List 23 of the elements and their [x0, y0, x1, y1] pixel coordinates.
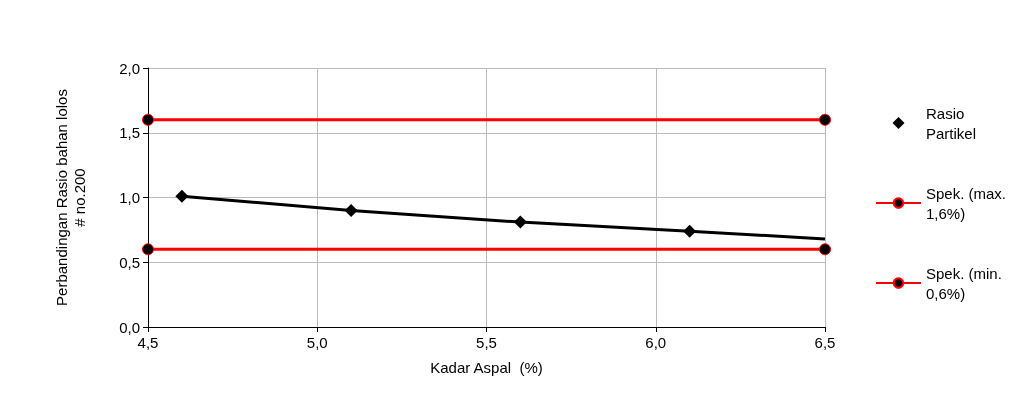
y-tick-label: 1,5 [119, 124, 140, 142]
y-axis-title: Perbandingan Rasio bahan lolos # no.200 [52, 89, 88, 306]
point [819, 243, 831, 256]
point [142, 113, 154, 126]
x-tick-label: 4,5 [137, 334, 159, 351]
point [513, 215, 527, 229]
y-tick-label: 0,0 [119, 318, 140, 336]
point [142, 243, 154, 256]
x-tick-label: 5,0 [306, 334, 328, 351]
y-tick-label: 0,5 [119, 253, 140, 271]
y-tick-label: 2,0 [119, 59, 140, 77]
y-tick-label: 1,0 [119, 189, 140, 206]
x-axis-title: Kadar Aspal (%) [430, 359, 543, 376]
point [819, 113, 831, 126]
point [175, 189, 189, 203]
legend-label: Spek. (max. 1,6%) [926, 184, 1011, 222]
legend-label: Spek. (min. 0,6%) [926, 264, 1007, 302]
x-tick-label: 6,0 [645, 334, 667, 351]
point [683, 224, 697, 238]
legend-label: Rasio Partikel [926, 104, 977, 142]
point [344, 203, 358, 217]
x-tick-label: 5,5 [476, 334, 497, 351]
x-tick-label: 6,5 [814, 334, 836, 351]
